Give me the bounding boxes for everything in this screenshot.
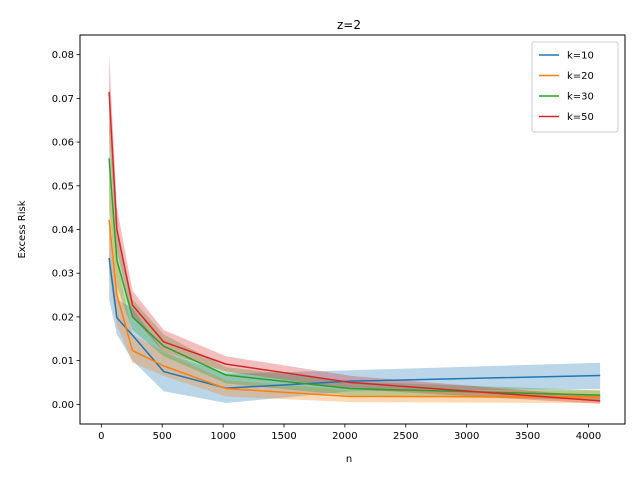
x-tick-label: 0: [98, 431, 104, 442]
y-tick-label: 0.01: [52, 356, 74, 367]
y-tick-label: 0.04: [52, 225, 74, 236]
y-tick-label: 0.00: [52, 400, 74, 411]
x-tick-label: 3000: [454, 431, 479, 442]
series-lines: [108, 91, 601, 402]
legend-label-k10: k=10: [567, 51, 594, 62]
y-tick-label: 0.07: [52, 94, 74, 105]
band-k10: [109, 216, 601, 404]
x-tick-label: 500: [153, 431, 172, 442]
line-k20: [108, 219, 601, 398]
y-tick-label: 0.02: [52, 312, 74, 323]
x-axis-label: n: [346, 454, 352, 465]
y-tick-label: 0.05: [52, 181, 74, 192]
legend-label-k30: k=30: [567, 92, 594, 103]
y-tick-label: 0.06: [52, 138, 74, 149]
x-axis-ticks: 0 500 1000 1500 2000 2500 3000 3500 4000: [98, 424, 601, 442]
confidence-bands: [109, 54, 601, 404]
legend-label-k20: k=20: [567, 71, 594, 82]
y-axis-ticks: 0.00 0.01 0.02 0.03 0.04 0.05 0.06 0.07 0.08: [52, 50, 80, 411]
y-tick-label: 0.03: [52, 269, 74, 280]
x-tick-label: 2000: [332, 431, 357, 442]
x-tick-label: 2500: [393, 431, 418, 442]
line-k30: [108, 158, 601, 396]
x-tick-label: 1000: [210, 431, 235, 442]
line-k10: [108, 257, 601, 389]
legend: k=10 k=20 k=30 k=50: [531, 41, 619, 133]
line-k50: [108, 91, 601, 402]
chart-title: z=2: [337, 18, 361, 32]
x-tick-label: 3500: [515, 431, 540, 442]
x-tick-label: 4000: [576, 431, 601, 442]
y-tick-label: 0.08: [52, 50, 74, 61]
legend-label-k50: k=50: [567, 112, 594, 123]
y-axis-label: Excess Risk: [17, 200, 28, 258]
x-tick-label: 1500: [271, 431, 296, 442]
legend-box: [531, 41, 619, 133]
